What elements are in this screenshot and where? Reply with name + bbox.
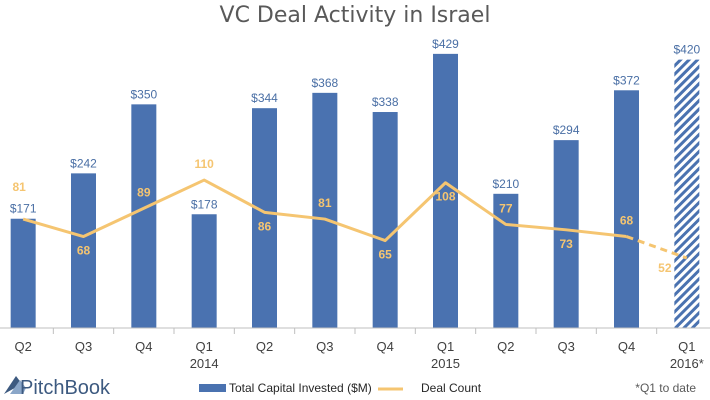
x-axis-labels: Q2 Q3 Q4 Q1 2014 Q2 Q3 Q4 Q1 2015 Q2 Q3 Q4 Q1 2016* bbox=[14, 339, 703, 371]
line-label-7: 108 bbox=[435, 190, 455, 204]
bar-8 bbox=[493, 193, 519, 328]
x-label-quarter-0: Q2 bbox=[14, 339, 31, 354]
line-data-labels: 81 68 89 110 86 81 65 108 77 73 68 52 bbox=[12, 157, 671, 275]
line-label-2: 89 bbox=[137, 185, 151, 199]
footnote: *Q1 to date bbox=[635, 381, 696, 395]
bar-2 bbox=[131, 104, 157, 328]
bar-label-8: $210 bbox=[492, 177, 519, 191]
x-label-year-3: 2014 bbox=[190, 356, 219, 371]
bar-label-11: $420 bbox=[673, 43, 700, 57]
x-label-quarter-1: Q3 bbox=[75, 339, 92, 354]
x-label-quarter-3: Q1 bbox=[195, 339, 212, 354]
line-label-1: 68 bbox=[77, 244, 91, 258]
x-label-quarter-7: Q1 bbox=[437, 339, 454, 354]
line-label-11: 52 bbox=[658, 261, 672, 275]
x-label-quarter-5: Q3 bbox=[316, 339, 333, 354]
bar-label-9: $294 bbox=[553, 123, 580, 137]
bar-series bbox=[10, 53, 700, 329]
line-label-6: 65 bbox=[378, 248, 392, 262]
x-label-quarter-11: Q1 bbox=[678, 339, 695, 354]
bar-3 bbox=[191, 214, 217, 328]
pitchbook-logo: PitchBook bbox=[4, 376, 111, 399]
x-label-year-11: 2016* bbox=[670, 356, 704, 371]
bar-0 bbox=[10, 218, 36, 328]
line-series bbox=[22, 178, 688, 260]
bar-label-4: $344 bbox=[251, 91, 278, 105]
line-label-4: 86 bbox=[258, 219, 272, 233]
deal-count-line bbox=[22, 178, 627, 243]
bar-label-6: $338 bbox=[372, 95, 399, 109]
bar-label-7: $429 bbox=[432, 37, 459, 51]
bar-1 bbox=[71, 173, 96, 328]
bar-11 bbox=[674, 59, 700, 329]
bar-label-1: $242 bbox=[70, 156, 97, 170]
x-label-year-7: 2015 bbox=[431, 356, 460, 371]
bar-6 bbox=[372, 112, 398, 328]
bar-label-2: $350 bbox=[130, 87, 157, 101]
line-label-0: 81 bbox=[12, 180, 26, 194]
deal-count-line-dashed bbox=[625, 235, 688, 260]
bar-label-5: $368 bbox=[311, 76, 338, 90]
x-label-quarter-9: Q3 bbox=[557, 339, 574, 354]
bar-5 bbox=[312, 92, 338, 329]
legend-label-line: Deal Count bbox=[421, 381, 482, 395]
bar-10 bbox=[614, 90, 639, 329]
x-label-quarter-4: Q2 bbox=[256, 339, 273, 354]
x-label-quarter-6: Q4 bbox=[376, 339, 393, 354]
bar-label-0: $171 bbox=[10, 202, 37, 216]
line-label-5: 81 bbox=[318, 196, 332, 210]
bar-label-3: $178 bbox=[191, 197, 218, 211]
x-axis-ticks bbox=[52, 328, 658, 334]
legend-swatch-bar bbox=[199, 384, 226, 392]
x-label-quarter-10: Q4 bbox=[618, 339, 635, 354]
line-label-10: 68 bbox=[620, 214, 634, 228]
chart-title: VC Deal Activity in Israel bbox=[220, 3, 491, 28]
x-label-quarter-8: Q2 bbox=[497, 339, 514, 354]
line-label-3: 110 bbox=[194, 157, 214, 171]
bar-9 bbox=[553, 140, 579, 328]
line-label-9: 73 bbox=[559, 237, 573, 251]
logo-name: PitchBook bbox=[20, 377, 111, 399]
bar-data-labels: $171 $242 $350 $178 $344 $368 $338 $429 $210 $294… bbox=[10, 37, 701, 216]
x-label-quarter-2: Q4 bbox=[135, 339, 152, 354]
logo-icon bbox=[4, 376, 26, 394]
bar-4 bbox=[252, 108, 277, 329]
legend-label-bar: Total Capital Invested ($M) bbox=[229, 381, 372, 395]
line-label-8: 77 bbox=[499, 201, 513, 215]
bar-label-10: $372 bbox=[613, 73, 640, 87]
legend: Total Capital Invested ($M) Deal Count bbox=[199, 381, 482, 395]
